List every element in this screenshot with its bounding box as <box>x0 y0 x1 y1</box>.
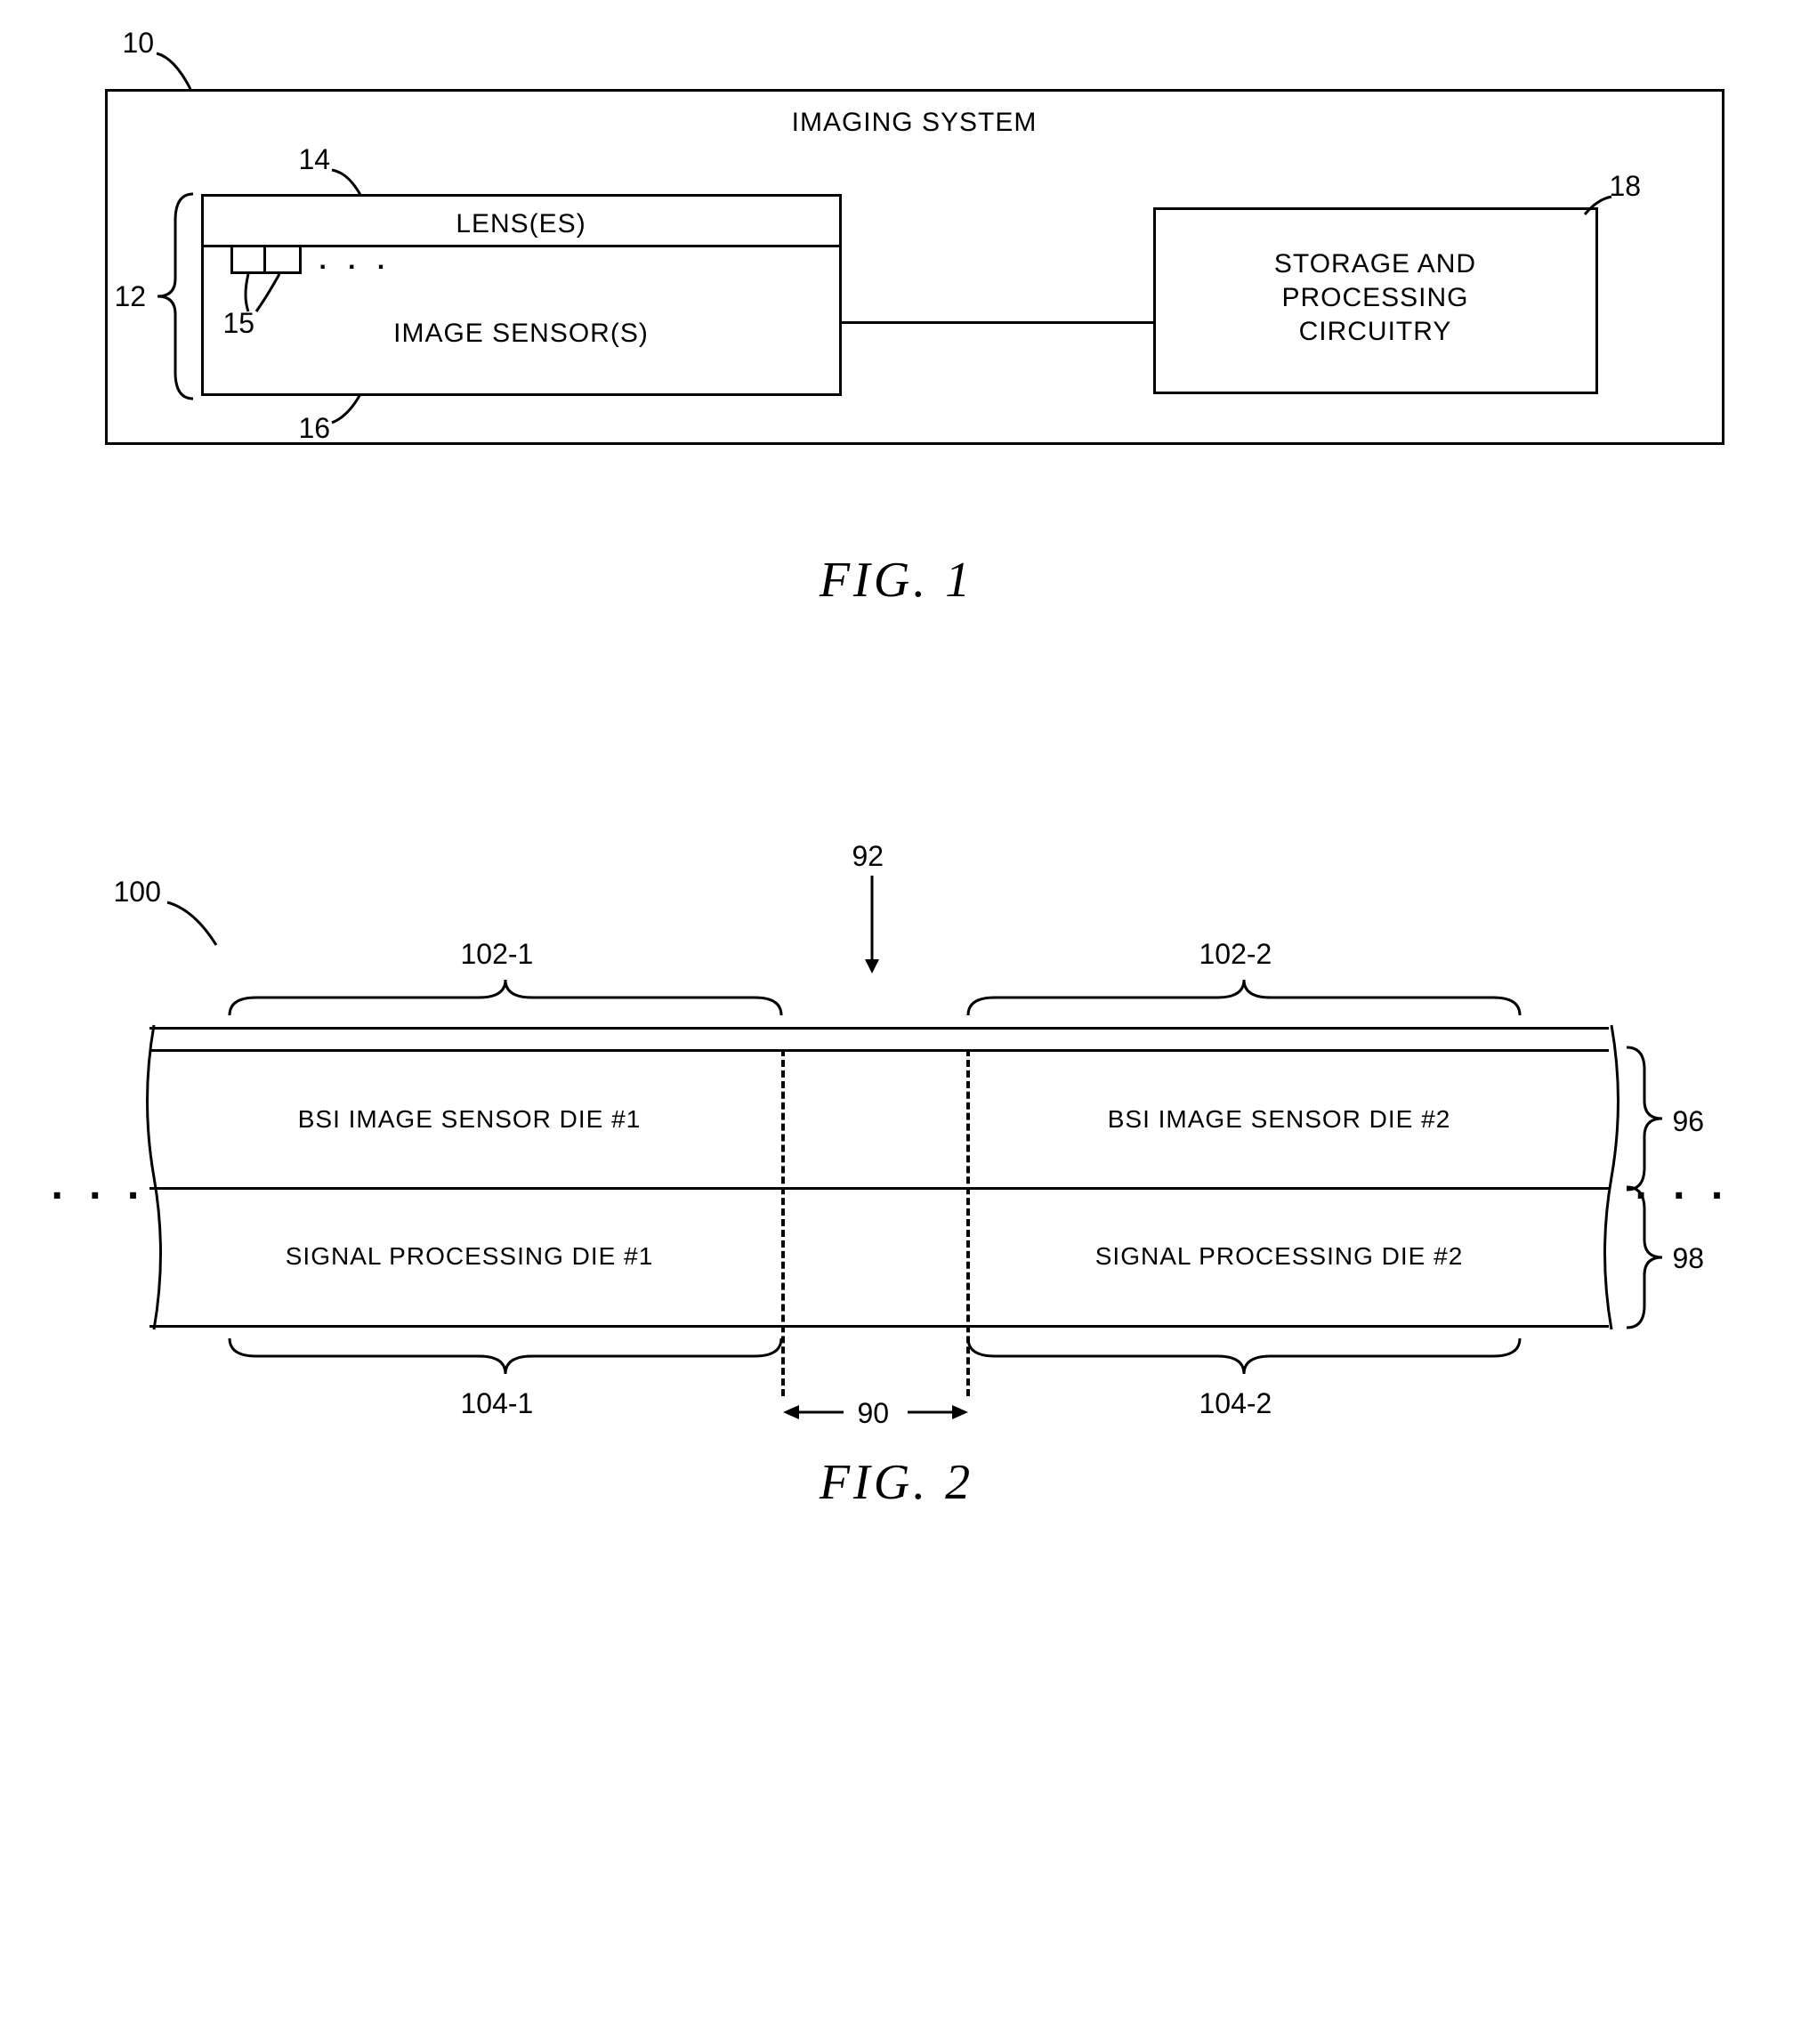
pixel-ellipsis: . . . <box>319 246 392 276</box>
fig2-caption: FIG. 2 <box>52 1454 1742 1511</box>
ref-104-2: 104-2 <box>1199 1387 1272 1420</box>
line-bot <box>149 1325 1609 1328</box>
leader-16 <box>332 394 376 434</box>
brace-98 <box>1627 1187 1667 1332</box>
storage-l1: STORAGE AND <box>1156 249 1595 279</box>
lenses-label: LENS(ES) <box>204 209 839 239</box>
ref-102-2: 102-2 <box>1199 938 1272 971</box>
storage-l3: CIRCUITRY <box>1156 317 1595 347</box>
leader-15b <box>254 274 290 319</box>
leader-100 <box>167 902 230 960</box>
image-sensors-box: . . . IMAGE SENSOR(S) <box>201 245 842 396</box>
brace-104-2 <box>968 1338 1520 1383</box>
fig1-caption: FIG. 1 <box>52 552 1742 609</box>
lenses-box: LENS(ES) <box>201 194 842 247</box>
brace-12 <box>150 194 195 403</box>
sp1-label: SIGNAL PROCESSING DIE #1 <box>194 1242 746 1271</box>
arrow-92 <box>863 876 881 978</box>
figure-2: 92 100 102-1 102-2 <box>52 840 1742 1570</box>
line-top-inner <box>149 1049 1609 1052</box>
connector-line <box>842 321 1153 324</box>
imaging-system-title: IMAGING SYSTEM <box>108 108 1722 138</box>
ref-98: 98 <box>1673 1242 1705 1275</box>
bsi1-label: BSI IMAGE SENSOR DIE #1 <box>194 1105 746 1134</box>
brace-102-1 <box>230 978 781 1022</box>
brace-104-1 <box>230 1338 781 1383</box>
imaging-system-box: IMAGING SYSTEM 14 LENS(ES) . . . IMAGE S… <box>105 89 1724 445</box>
ref-104-1: 104-1 <box>461 1387 534 1420</box>
figure-1: 10 IMAGING SYSTEM 14 LENS(ES) . . . <box>52 53 1742 516</box>
line-top-outer <box>149 1027 1609 1030</box>
ref-12: 12 <box>115 280 147 313</box>
ref-10: 10 <box>123 27 155 60</box>
brace-102-2 <box>968 978 1520 1022</box>
ellipsis-left: . . . <box>52 1160 147 1209</box>
pixel-1 <box>230 247 266 274</box>
ref-14: 14 <box>299 143 331 176</box>
storage-l2: PROCESSING <box>1156 283 1595 313</box>
wavy-right <box>1598 1025 1625 1334</box>
sp2-label: SIGNAL PROCESSING DIE #2 <box>995 1242 1564 1271</box>
line-mid <box>149 1187 1609 1190</box>
image-sensors-label: IMAGE SENSOR(S) <box>204 319 839 349</box>
ref-96: 96 <box>1673 1105 1705 1138</box>
brace-96 <box>1627 1047 1667 1194</box>
bsi2-label: BSI IMAGE SENSOR DIE #2 <box>995 1105 1564 1134</box>
ref-102-1: 102-1 <box>461 938 534 971</box>
ref-90: 90 <box>858 1397 890 1430</box>
pixel-2 <box>266 247 302 274</box>
storage-box: STORAGE AND PROCESSING CIRCUITRY <box>1153 207 1598 394</box>
ref-100: 100 <box>114 876 161 909</box>
ref-92: 92 <box>852 840 884 873</box>
leader-18 <box>1585 197 1620 228</box>
ref-16: 16 <box>299 412 331 445</box>
